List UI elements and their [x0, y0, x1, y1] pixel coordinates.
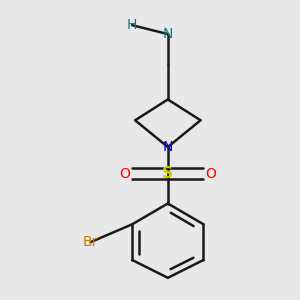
- Text: N: N: [163, 140, 173, 154]
- Text: H: H: [127, 18, 137, 32]
- Text: O: O: [206, 167, 216, 181]
- Text: Br: Br: [83, 235, 98, 249]
- Text: O: O: [119, 167, 130, 181]
- Text: N: N: [163, 27, 173, 41]
- Text: S: S: [162, 166, 173, 181]
